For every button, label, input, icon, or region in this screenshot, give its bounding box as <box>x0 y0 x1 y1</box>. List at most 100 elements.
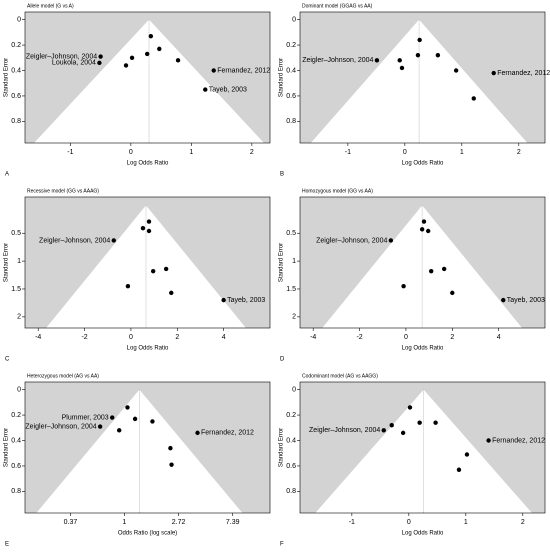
x-tick-label: 0 <box>404 334 408 341</box>
point-label: Zeigler–Johnson, 2004 <box>302 57 373 64</box>
x-tick-label: 0 <box>407 519 411 526</box>
x-tick-label: 1 <box>464 519 468 526</box>
panel-label: A <box>5 172 9 178</box>
study-point <box>98 54 103 59</box>
study-point <box>471 96 476 101</box>
study-point <box>435 53 441 58</box>
study-point <box>453 68 459 73</box>
study-point <box>441 266 447 272</box>
y-axis-label: Standard Error <box>4 58 10 97</box>
x-tick-label: 4 <box>497 334 501 341</box>
point-label: Fernandez, 2012 <box>497 70 550 77</box>
study-point <box>111 238 116 243</box>
y-tick-label: 0.6 <box>11 93 21 100</box>
y-tick-label: 0.2 <box>11 42 21 49</box>
study-point <box>117 428 122 433</box>
x-axis-label: Log Odds Ratio <box>402 346 444 352</box>
study-point <box>125 405 130 410</box>
plot-frame <box>24 381 271 514</box>
x-tick-label: 1 <box>460 149 464 156</box>
y-tick-label: 0.6 <box>11 463 21 470</box>
x-tick-label: 2.72 <box>172 519 186 526</box>
y-tick-label: 0 <box>17 386 21 393</box>
y-tick-label: 0.5 <box>11 230 21 237</box>
study-point <box>97 424 103 429</box>
panel: Homozygous model (GG vs AA) -4 -2 0 2 4 0.5 1 1.… <box>279 188 546 363</box>
y-tick-label: 0.5 <box>286 230 296 237</box>
point-label: Fernandez, 2012 <box>201 430 254 437</box>
study-point <box>397 58 402 63</box>
study-point <box>195 430 200 436</box>
y-tick-label: 0 <box>292 16 296 23</box>
x-tick-label: 2 <box>250 149 254 156</box>
y-tick-label: 1.5 <box>11 286 21 293</box>
x-tick-label: 2 <box>450 334 454 341</box>
panel: Recessive model (GG vs AAAG) -4 -2 0 2 4 0.5 1 1… <box>4 188 271 363</box>
panel-title: Recessive model (GG vs AAAG) <box>27 188 99 194</box>
study-point <box>123 63 129 68</box>
panel: Allele model (G vs A) -1 0 1 2 0 0.2 0.4 0.6 0.8 L… <box>4 3 271 178</box>
x-tick-label: 0 <box>129 149 133 156</box>
study-point <box>211 68 216 73</box>
y-tick-label: 0.4 <box>11 67 21 74</box>
panel-title: Dominant model (GGAG vs AA) <box>302 3 373 9</box>
panel-label: B <box>280 172 284 178</box>
study-point <box>415 53 421 58</box>
study-point <box>140 226 146 231</box>
funnel <box>34 19 265 144</box>
study-point <box>381 428 386 433</box>
study-point <box>419 227 425 232</box>
study-point <box>157 46 162 52</box>
panel: Codominant model (AG vs AAGG) -1 0 1 2 0 0.2 0.… <box>279 373 546 548</box>
panel-label: D <box>280 357 285 363</box>
plot-frame <box>299 11 546 144</box>
x-tick-label: 1 <box>122 519 126 526</box>
funnel <box>46 205 246 328</box>
study-point <box>203 87 208 92</box>
y-tick-label: 2 <box>292 314 296 321</box>
y-tick-label: 0.2 <box>286 42 296 49</box>
x-tick-label: -2 <box>356 334 362 341</box>
y-axis-label: Standard Error <box>279 243 285 282</box>
y-axis-label: Standard Error <box>279 58 285 97</box>
x-tick-label: 2 <box>175 334 179 341</box>
study-point <box>417 37 422 43</box>
panel: Heterozygous model (AG vs AA) 0.37 1 2.72 7.… <box>4 373 271 548</box>
study-point <box>175 58 181 63</box>
x-axis-label: Log Odds Ratio <box>402 161 444 167</box>
panel-title: Homozygous model (GG vs AA) <box>302 188 373 194</box>
x-tick-label: -1 <box>345 149 351 156</box>
plot-frame <box>24 11 271 144</box>
x-tick-label: -4 <box>310 334 316 341</box>
x-tick-label: 7.39 <box>226 519 240 526</box>
point-label: Zeigler–Johnson, 2004 <box>26 53 97 60</box>
x-axis-label: Log Odds Ratio <box>127 346 169 352</box>
study-point <box>464 452 470 457</box>
study-point <box>491 70 496 76</box>
study-point <box>146 219 152 224</box>
point-label: Plummer, 2003 <box>62 414 109 421</box>
study-point <box>163 266 169 272</box>
point-label: Fernandez, 2012 <box>217 67 270 74</box>
panel-title: Codominant model (AG vs AAGG) <box>302 373 378 379</box>
study-point <box>450 290 455 296</box>
study-point <box>425 228 431 234</box>
study-point <box>400 430 406 436</box>
panel-label: C <box>5 357 10 363</box>
study-point <box>146 228 152 234</box>
panel-title: Heterozygous model (AG vs AA) <box>27 373 99 379</box>
x-tick-label: 4 <box>222 334 226 341</box>
panel-label: F <box>280 542 284 548</box>
y-axis-label: Standard Error <box>4 243 10 282</box>
point-label: Zeigler–Johnson, 2004 <box>39 237 110 244</box>
y-tick-label: 0.2 <box>286 412 296 419</box>
point-label: Loukola, 2004 <box>52 60 96 67</box>
study-point <box>150 419 155 424</box>
x-tick-label: 0 <box>403 149 407 156</box>
study-point <box>456 467 462 472</box>
study-point <box>407 405 413 410</box>
y-tick-label: 0.8 <box>286 118 296 125</box>
funnel <box>315 389 532 513</box>
study-point <box>399 65 405 71</box>
